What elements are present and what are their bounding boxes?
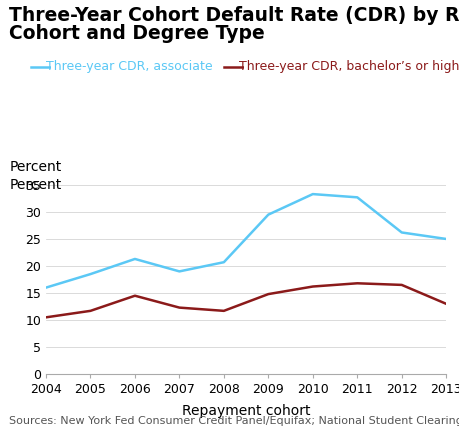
- Three-year CDR, associate: [88, 271, 93, 276]
- Line: Three-year CDR, associate: Three-year CDR, associate: [46, 194, 445, 288]
- Three-year CDR, bachelor’s or higher: [398, 283, 403, 288]
- Three-year CDR, associate: [221, 260, 226, 265]
- Text: Cohort and Degree Type: Cohort and Degree Type: [9, 24, 264, 43]
- Three-year CDR, bachelor’s or higher: [354, 281, 359, 286]
- Three-year CDR, bachelor’s or higher: [176, 305, 182, 310]
- Three-year CDR, bachelor’s or higher: [88, 308, 93, 313]
- Text: Sources: New York Fed Consumer Credit Panel/Equifax; National Student Clearingho: Sources: New York Fed Consumer Credit Pa…: [9, 416, 459, 426]
- Three-year CDR, associate: [176, 269, 182, 274]
- Three-year CDR, associate: [398, 230, 403, 235]
- Line: Three-year CDR, bachelor’s or higher: Three-year CDR, bachelor’s or higher: [46, 283, 445, 317]
- Text: Three-year CDR, bachelor’s or higher: Three-year CDR, bachelor’s or higher: [239, 60, 459, 73]
- Three-year CDR, associate: [309, 191, 315, 197]
- Three-year CDR, bachelor’s or higher: [43, 315, 49, 320]
- Three-year CDR, bachelor’s or higher: [221, 308, 226, 313]
- Text: Percent: Percent: [9, 160, 62, 174]
- Text: Percent: Percent: [9, 178, 62, 192]
- Three-year CDR, associate: [354, 195, 359, 200]
- Three-year CDR, associate: [132, 256, 137, 261]
- Three-year CDR, associate: [43, 285, 49, 290]
- Three-year CDR, associate: [265, 212, 270, 217]
- Text: Three-year CDR, associate: Three-year CDR, associate: [46, 60, 212, 73]
- Three-year CDR, bachelor’s or higher: [442, 301, 448, 307]
- Text: Three-Year Cohort Default Rate (CDR) by Repayment: Three-Year Cohort Default Rate (CDR) by …: [9, 6, 459, 25]
- Three-year CDR, bachelor’s or higher: [132, 293, 137, 298]
- X-axis label: Repayment cohort: Repayment cohort: [181, 405, 310, 418]
- Three-year CDR, associate: [442, 237, 448, 242]
- Three-year CDR, bachelor’s or higher: [265, 292, 270, 297]
- Three-year CDR, bachelor’s or higher: [309, 284, 315, 289]
